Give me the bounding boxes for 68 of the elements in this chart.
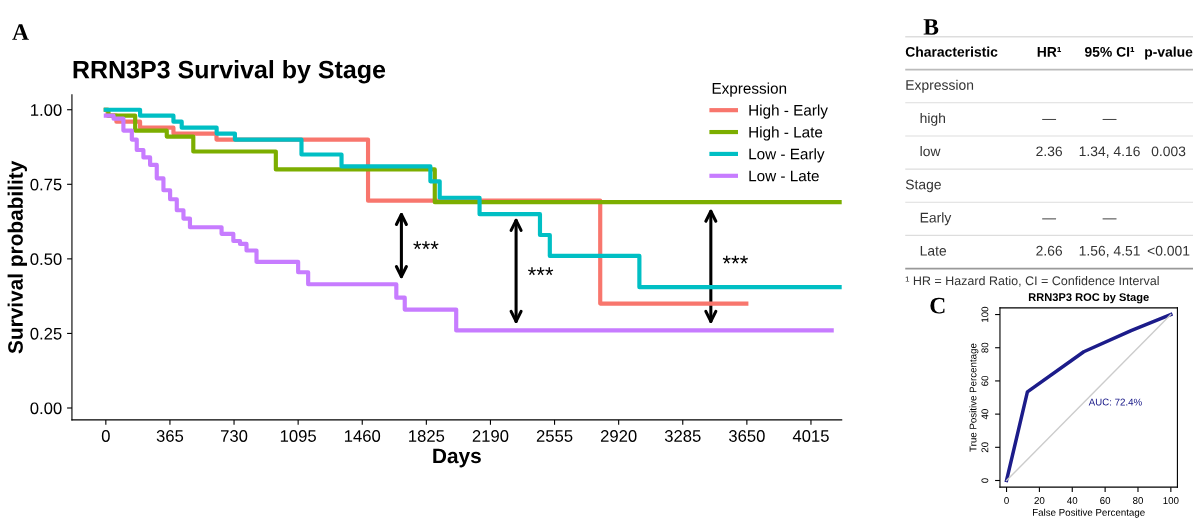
text: — (1042, 118, 1057, 120)
y-tick-label: 80 (981, 342, 989, 353)
category-label: 95% CI¹ (1084, 46, 1135, 57)
text: A (12, 24, 29, 40)
legend-label: High - Late (749, 126, 823, 141)
category-label: p-value (1145, 46, 1193, 60)
text: 2.36 (1036, 146, 1063, 157)
annotation: AUC: 72.4% (1088, 398, 1142, 406)
y-tick-label: 40 (981, 409, 989, 420)
x-axis-title: Days (433, 448, 481, 468)
y-axis-title: Survival probability (7, 160, 28, 354)
legend-label: Low - Early (749, 148, 825, 163)
category-label: Characteristic (905, 46, 998, 57)
y-tick-label: 0.50 (30, 253, 62, 266)
text: — (1042, 218, 1057, 220)
x-tick-label: 730 (220, 430, 248, 442)
x-tick-label: 1825 (409, 430, 445, 442)
x-tick-label: 100 (1163, 497, 1179, 504)
y-tick-label: 0.25 (30, 327, 62, 340)
x-tick-label: 4015 (792, 430, 829, 442)
category-label: HR¹ (1037, 47, 1062, 57)
text: 0.003 (1151, 146, 1186, 157)
text: <0.001 (1147, 245, 1190, 256)
y-axis-title: True Positive Percentage (969, 343, 979, 452)
x-tick-label: 20 (1034, 497, 1045, 504)
x-tick-label: 365 (156, 430, 184, 442)
category-label: low (920, 146, 941, 157)
x-tick-label: 1095 (280, 430, 316, 442)
category-label: high (920, 112, 945, 126)
text: — (1102, 218, 1117, 220)
y-tick-label: 60 (981, 375, 989, 386)
text: C (930, 297, 945, 314)
text: ¹ HR = Hazard Ratio, CI = Confidence Interval (905, 275, 1159, 287)
x-axis-title: False Positive Percentage (1033, 508, 1145, 518)
y-tick-label: 1.00 (31, 104, 62, 116)
legend-title: Expression (712, 82, 787, 97)
x-tick-label: 40 (1067, 497, 1078, 504)
text: — (1102, 118, 1117, 120)
y-tick-label: 0.75 (30, 178, 62, 191)
legend-label: Low - Late (749, 170, 819, 182)
y-tick-label: 100 (981, 306, 989, 322)
category-label: Expression (906, 79, 974, 93)
annotation: *** (722, 255, 748, 264)
text: 1.56, 4.51 (1079, 245, 1140, 258)
x-tick-label: 60 (1100, 497, 1111, 504)
x-tick-label: 0 (1004, 497, 1009, 504)
text: 1.34, 4.16 (1079, 146, 1140, 158)
y-tick-label: 0.00 (30, 402, 62, 415)
y-tick-label: 0 (981, 478, 989, 483)
x-tick-label: 3285 (664, 430, 701, 442)
x-tick-label: 80 (1133, 497, 1144, 504)
category-label: Stage (905, 179, 941, 193)
text: 2.66 (1036, 245, 1063, 256)
x-tick-label: 3650 (728, 430, 765, 442)
category-label: Early (920, 212, 952, 226)
y-tick-label: 20 (981, 442, 989, 453)
x-tick-label: 0 (101, 430, 110, 442)
x-tick-label: 2190 (472, 430, 509, 442)
annotation: *** (413, 241, 439, 250)
chart-title: RRN3P3 ROC by Stage (1028, 292, 1149, 304)
x-tick-label: 2920 (600, 430, 637, 442)
category-label: Late (920, 246, 947, 256)
annotation: *** (527, 267, 554, 276)
x-tick-label: 2555 (536, 430, 573, 442)
legend-label: High - Early (749, 104, 828, 119)
text: B (923, 19, 939, 35)
x-tick-label: 1460 (344, 430, 381, 442)
chart-title: RRN3P3 Survival by Stage (73, 60, 386, 84)
